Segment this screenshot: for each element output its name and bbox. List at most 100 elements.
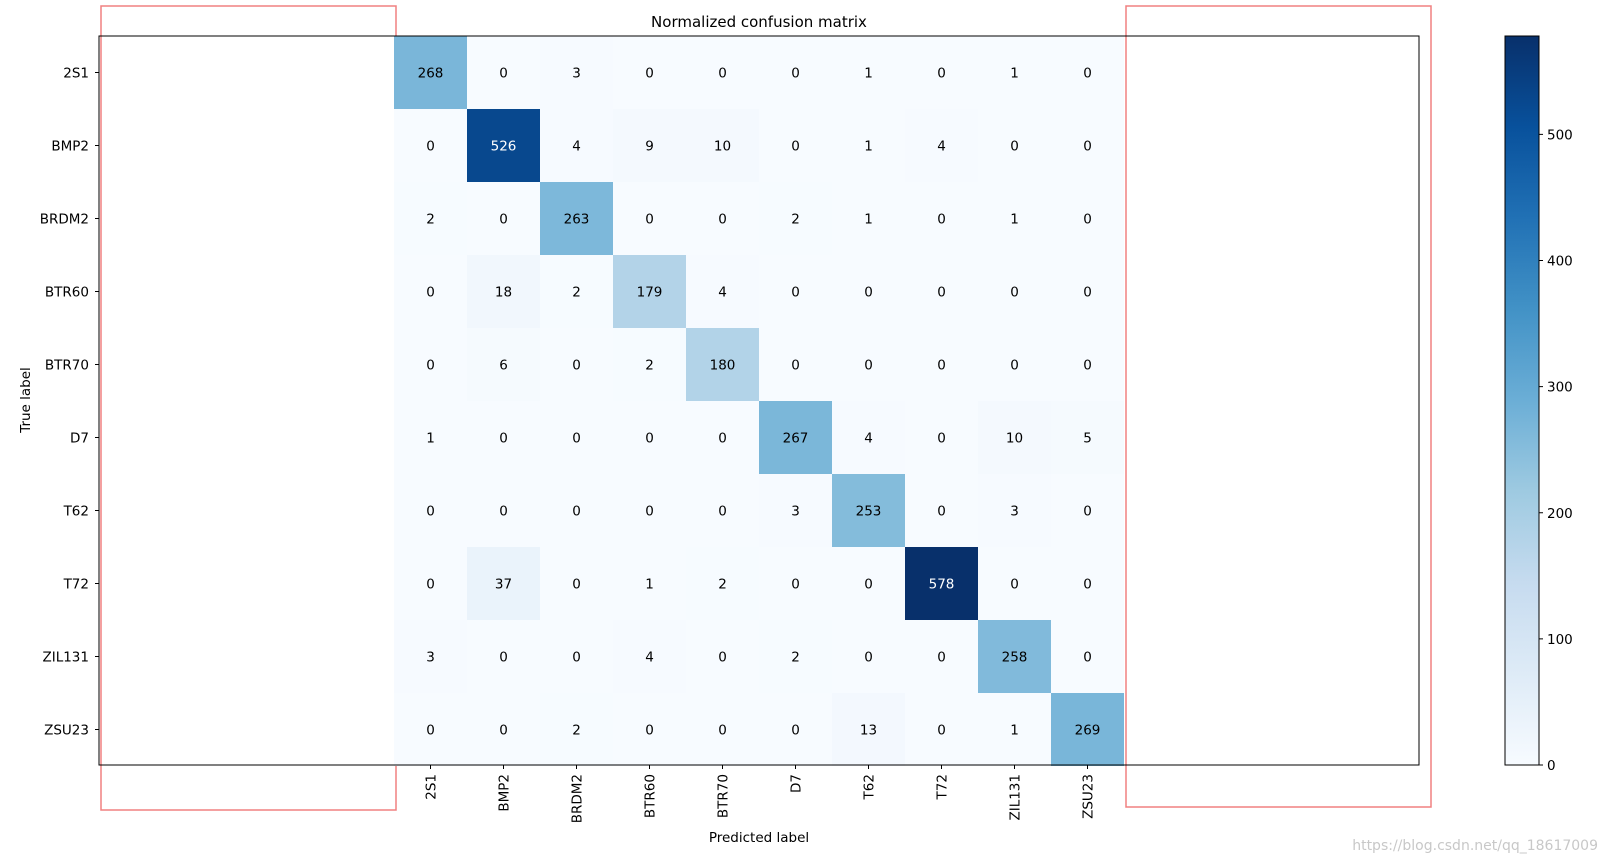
heatmap-cell-ZSU23-D7 [759,693,832,766]
cell-value-label: 0 [791,285,800,301]
left-highlight-box [100,5,397,811]
cell-value-label: 0 [426,504,435,520]
cell-value-label: 0 [864,650,873,666]
cell-value-label: 0 [426,577,435,593]
cell-value-label: 0 [645,212,654,228]
cell-value-label: 180 [710,358,736,374]
heatmap-cell-D7-BTR70 [686,401,759,474]
cell-value-label: 0 [937,723,946,739]
heatmap-cell-T72-T62 [832,547,905,620]
y-tick-label: D7 [70,431,89,447]
cell-value-label: 0 [499,431,508,447]
heatmap-cell-BTR60-BTR70 [686,255,759,328]
heatmap-cell-T72-2S1 [394,547,467,620]
cell-value-label: 0 [499,650,508,666]
cell-value-label: 4 [645,650,654,666]
heatmap-cell-BRDM2-BRDM2 [540,182,613,255]
heatmap-cell-BRDM2-T62 [832,182,905,255]
y-tick-label: T62 [63,504,89,520]
matrix-cells [394,36,1124,766]
plot-frame [98,35,1420,766]
heatmap-cell-BTR60-ZSU23 [1051,255,1124,328]
heatmap-cell-T62-ZIL131 [978,474,1051,547]
heatmap-cell-2S1-2S1 [394,36,467,109]
heatmap-cell-BTR60-ZIL131 [978,255,1051,328]
y-tick-label: BTR60 [45,285,89,301]
cell-value-label: 4 [864,431,873,447]
cell-value-label: 0 [791,358,800,374]
x-tick-label: ZSU23 [1081,774,1097,819]
cell-value-label: 3 [1010,504,1019,520]
heatmap-cell-BMP2-BRDM2 [540,109,613,182]
heatmap-cell-T62-D7 [759,474,832,547]
cell-value-label: 9 [645,139,654,155]
cell-value-label: 0 [791,66,800,82]
cell-value-label: 0 [1010,285,1019,301]
colorbar-tick-label: 300 [1547,380,1573,396]
heatmap-cell-ZSU23-BTR60 [613,693,686,766]
cell-value-label: 0 [1010,358,1019,374]
cell-value-label: 37 [495,577,512,593]
cell-value-label: 10 [714,139,731,155]
heatmap-cell-BRDM2-ZIL131 [978,182,1051,255]
heatmap-cell-ZIL131-D7 [759,620,832,693]
heatmap-cell-T72-ZSU23 [1051,547,1124,620]
colorbar-tick-label: 400 [1547,254,1573,270]
heatmap-cell-T62-BTR60 [613,474,686,547]
cell-value-label: 2 [718,577,727,593]
x-tick-label: 2S1 [424,774,440,800]
cell-value-label: 1 [1010,212,1019,228]
cell-value-label: 0 [937,212,946,228]
heatmap-cell-BTR70-2S1 [394,328,467,401]
cell-value-label: 0 [718,212,727,228]
heatmap-cell-T72-BMP2 [467,547,540,620]
colorbar-ticks: 0 100 200 300 400 500 [1539,127,1573,774]
cell-value-label: 0 [864,285,873,301]
heatmap-cell-T62-BRDM2 [540,474,613,547]
heatmap-cell-T72-ZIL131 [978,547,1051,620]
cell-value-label: 2 [572,723,581,739]
cell-value-label: 526 [491,139,517,155]
heatmap-cell-BTR70-BTR70 [686,328,759,401]
heatmap-cell-ZIL131-BRDM2 [540,620,613,693]
cell-value-label: 0 [1083,285,1092,301]
cell-value-label: 0 [937,66,946,82]
heatmap-cell-BTR70-BMP2 [467,328,540,401]
heatmap-cell-ZIL131-T72 [905,620,978,693]
cell-value-label: 0 [1083,577,1092,593]
cell-value-label: 0 [572,650,581,666]
heatmap-cell-BRDM2-BTR70 [686,182,759,255]
cell-value-label: 0 [1083,358,1092,374]
heatmap-cell-ZSU23-BMP2 [467,693,540,766]
cell-value-label: 2 [791,650,800,666]
heatmap-cell-T62-BMP2 [467,474,540,547]
heatmap-cell-BMP2-T72 [905,109,978,182]
heatmap-cell-BMP2-BTR60 [613,109,686,182]
heatmap-cell-T72-BRDM2 [540,547,613,620]
heatmap-cell-T62-BTR70 [686,474,759,547]
heatmap-cell-2S1-T72 [905,36,978,109]
cell-value-label: 0 [937,358,946,374]
cell-value-label: 0 [791,723,800,739]
heatmap-cell-BTR60-2S1 [394,255,467,328]
y-axis-ticks: 2S1 BMP2 BRDM2 BTR60 BTR70 D7 T62 T72 ZIL131 ZSU2… [40,66,99,739]
heatmap-cell-BMP2-D7 [759,109,832,182]
heatmap-cell-BTR70-D7 [759,328,832,401]
cell-value-label: 0 [718,723,727,739]
heatmap-cell-BTR70-BTR60 [613,328,686,401]
cell-value-label: 2 [791,212,800,228]
heatmap-cell-T62-T72 [905,474,978,547]
cell-value-label: 0 [937,431,946,447]
right-highlight-box [1125,5,1432,808]
x-tick-label: T72 [935,774,951,800]
x-tick-label: ZIL131 [1008,774,1024,821]
cell-value-label: 0 [572,504,581,520]
heatmap-cell-ZIL131-T62 [832,620,905,693]
cell-value-label: 0 [645,504,654,520]
heatmap-cell-D7-D7 [759,401,832,474]
watermark: https://blog.csdn.net/qq_18617009 [1352,838,1598,854]
cell-value-label: 0 [572,358,581,374]
cell-value-label: 0 [1083,66,1092,82]
cell-value-label: 578 [929,577,955,593]
